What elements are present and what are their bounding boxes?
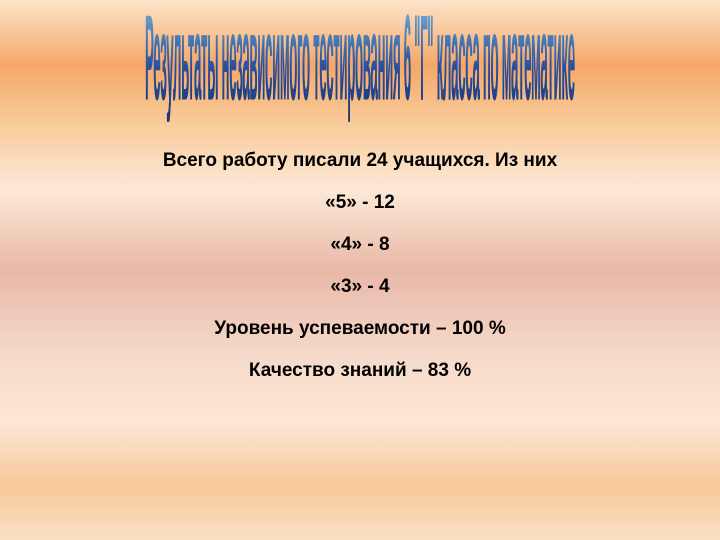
body-line: «3» - 4 [330,276,389,298]
body-line: Качество знаний – 83 % [249,360,471,382]
slide-title: Результаты независимого тестирования 6 "… [145,0,575,122]
body-line: «5» - 12 [325,192,395,214]
body-line: Уровень успеваемости – 100 % [214,318,505,340]
body-line: Всего работу писали 24 учащихся. Из них [163,150,557,172]
title-container: Результаты независимого тестирования 6 "… [0,42,720,80]
body-line: «4» - 8 [330,234,389,256]
slide: Результаты независимого тестирования 6 "… [0,0,720,540]
content-body: Всего работу писали 24 учащихся. Из них … [0,150,720,382]
